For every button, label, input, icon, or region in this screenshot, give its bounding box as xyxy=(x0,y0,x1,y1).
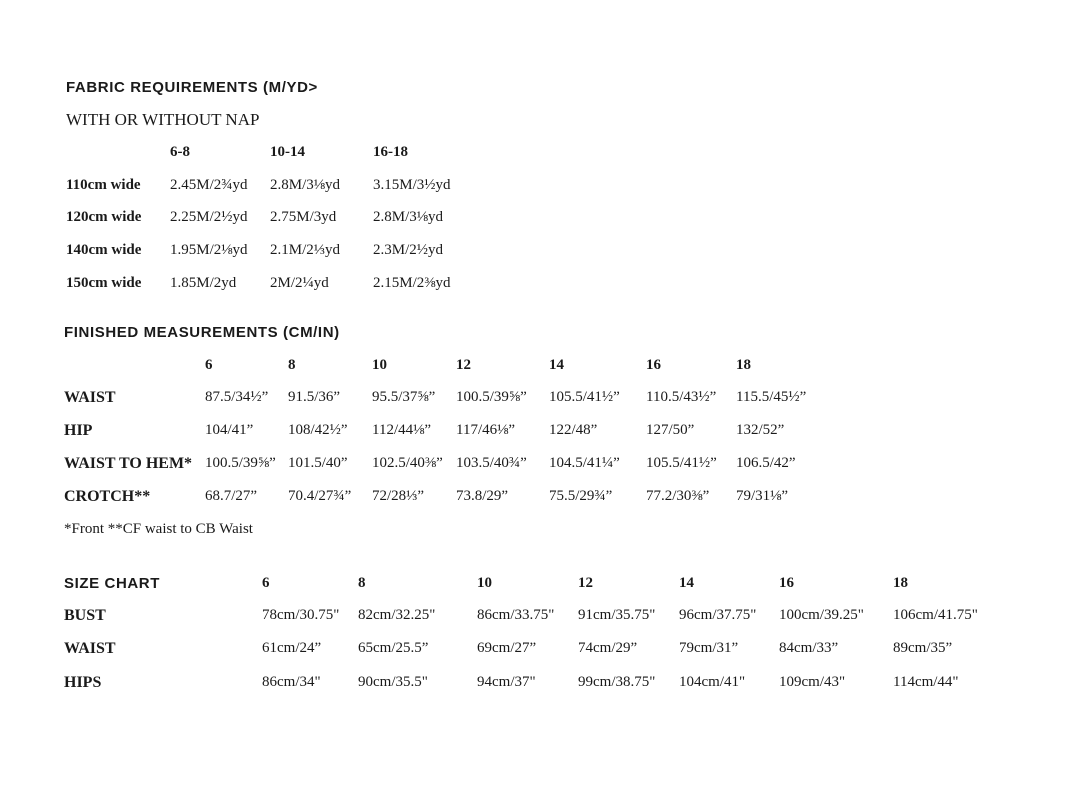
table-cell: 99cm/38.75" xyxy=(578,674,656,690)
column-header: 18 xyxy=(893,575,908,591)
table-cell: 100.5/39⅝” xyxy=(205,455,276,471)
table-cell: 104.5/41¼” xyxy=(549,455,620,471)
table-cell: 79cm/31” xyxy=(679,640,739,656)
table-cell: 110.5/43½” xyxy=(646,389,717,405)
row-label: HIP xyxy=(64,422,93,439)
table-cell: 75.5/29¾” xyxy=(549,488,613,504)
row-label: WAIST TO HEM* xyxy=(64,455,193,472)
table-cell: 127/50” xyxy=(646,422,695,438)
column-header: 6-8 xyxy=(170,144,190,160)
column-header: 16 xyxy=(779,575,794,591)
table-cell: 106cm/41.75" xyxy=(893,607,978,623)
row-label: BUST xyxy=(64,607,106,624)
table-cell: 105.5/41½” xyxy=(646,455,717,471)
column-header: 8 xyxy=(288,357,296,373)
table-cell: 65cm/25.5” xyxy=(358,640,429,656)
table-cell: 2.8M/3⅛yd xyxy=(373,209,444,225)
size-chart-title: SIZE CHART xyxy=(64,575,160,592)
column-header: 12 xyxy=(456,357,471,373)
table-cell: 96cm/37.75" xyxy=(679,607,757,623)
table-cell: 2M/2¼yd xyxy=(270,275,329,291)
table-cell: 103.5/40¾” xyxy=(456,455,527,471)
table-cell: 69cm/27” xyxy=(477,640,537,656)
table-cell: 117/46⅛” xyxy=(456,422,516,438)
row-label: HIPS xyxy=(64,674,102,691)
table-cell: 86cm/34" xyxy=(262,674,321,690)
table-cell: 95.5/37⅝” xyxy=(372,389,436,405)
table-cell: 104/41” xyxy=(205,422,254,438)
table-cell: 79/31⅛” xyxy=(736,488,789,504)
table-cell: 87.5/34½” xyxy=(205,389,269,405)
table-cell: 91cm/35.75" xyxy=(578,607,656,623)
row-label: CROTCH** xyxy=(64,488,151,505)
column-header: 16 xyxy=(646,357,661,373)
table-cell: 114cm/44" xyxy=(893,674,959,690)
finished-measurements-title: FINISHED MEASUREMENTS (CM/IN) xyxy=(64,324,340,341)
table-cell: 78cm/30.75" xyxy=(262,607,340,623)
table-cell: 70.4/27¾” xyxy=(288,488,352,504)
table-cell: 102.5/40⅜” xyxy=(372,455,443,471)
row-label: WAIST xyxy=(64,389,116,406)
row-label: 150cm wide xyxy=(66,275,142,291)
table-cell: 2.15M/2⅜yd xyxy=(373,275,451,291)
column-header: 10 xyxy=(372,357,387,373)
table-cell: 90cm/35.5" xyxy=(358,674,428,690)
fabric-nap-subtitle: WITH OR WITHOUT NAP xyxy=(66,110,260,129)
table-cell: 1.95M/2⅛yd xyxy=(170,242,248,258)
table-cell: 101.5/40” xyxy=(288,455,348,471)
table-cell: 3.15M/3½yd xyxy=(373,177,451,193)
table-cell: 2.8M/3⅛yd xyxy=(270,177,341,193)
table-cell: 132/52” xyxy=(736,422,785,438)
fabric-requirements-title: FABRIC REQUIREMENTS (M/YD> xyxy=(66,79,318,96)
column-header: 10 xyxy=(477,575,492,591)
column-header: 16-18 xyxy=(373,144,408,160)
table-cell: 61cm/24” xyxy=(262,640,322,656)
column-header: 10-14 xyxy=(270,144,305,160)
table-cell: 100.5/39⅝” xyxy=(456,389,527,405)
column-header: 6 xyxy=(205,357,213,373)
row-label: 110cm wide xyxy=(66,177,141,193)
table-cell: 72/28⅓” xyxy=(372,488,425,504)
table-cell: 2.75M/3yd xyxy=(270,209,337,225)
row-label: 140cm wide xyxy=(66,242,142,258)
table-cell: 122/48” xyxy=(549,422,598,438)
table-cell: 2.25M/2½yd xyxy=(170,209,248,225)
table-cell: 109cm/43" xyxy=(779,674,846,690)
table-cell: 115.5/45½” xyxy=(736,389,807,405)
row-label: WAIST xyxy=(64,640,116,657)
table-cell: 77.2/30⅜” xyxy=(646,488,710,504)
table-cell: 74cm/29” xyxy=(578,640,638,656)
table-cell: 68.7/27” xyxy=(205,488,258,504)
table-cell: 1.85M/2yd xyxy=(170,275,237,291)
column-header: 6 xyxy=(262,575,270,591)
table-cell: 104cm/41" xyxy=(679,674,746,690)
table-cell: 89cm/35” xyxy=(893,640,953,656)
column-header: 14 xyxy=(549,357,564,373)
row-label: 120cm wide xyxy=(66,209,142,225)
column-header: 18 xyxy=(736,357,751,373)
table-cell: 84cm/33” xyxy=(779,640,839,656)
table-cell: 2.1M/2⅓yd xyxy=(270,242,341,258)
column-header: 14 xyxy=(679,575,694,591)
column-header: 12 xyxy=(578,575,593,591)
table-cell: 2.3M/2½yd xyxy=(373,242,444,258)
table-cell: 91.5/36” xyxy=(288,389,341,405)
finished-footnote: *Front **CF waist to CB Waist xyxy=(64,521,253,537)
table-cell: 100cm/39.25" xyxy=(779,607,864,623)
table-cell: 112/44⅛” xyxy=(372,422,432,438)
table-cell: 86cm/33.75" xyxy=(477,607,555,623)
table-cell: 105.5/41½” xyxy=(549,389,620,405)
table-cell: 94cm/37" xyxy=(477,674,536,690)
table-cell: 108/42½” xyxy=(288,422,348,438)
table-cell: 82cm/32.25" xyxy=(358,607,436,623)
table-cell: 2.45M/2¾yd xyxy=(170,177,248,193)
column-header: 8 xyxy=(358,575,366,591)
table-cell: 73.8/29” xyxy=(456,488,509,504)
table-cell: 106.5/42” xyxy=(736,455,796,471)
